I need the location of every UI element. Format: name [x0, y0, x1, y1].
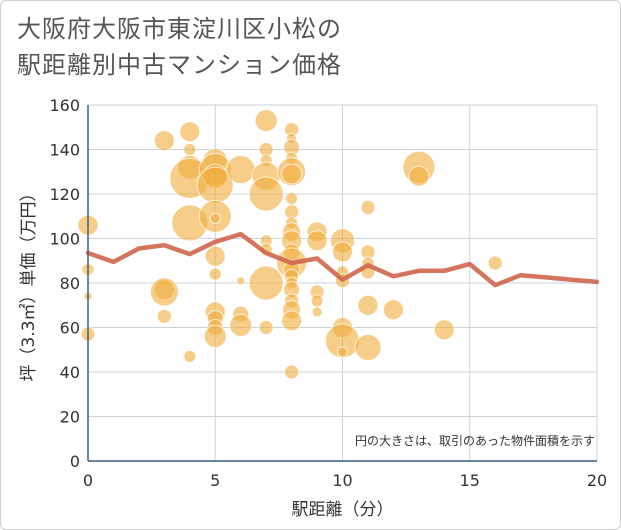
y-tick-label: 60	[60, 319, 80, 338]
y-axis-title: 坪（3.3㎡）単価（万円）	[19, 184, 39, 381]
y-tick-label: 0	[70, 452, 80, 471]
x-tick-label: 5	[210, 471, 220, 490]
bubble-point	[306, 230, 328, 252]
bubble-point	[153, 130, 175, 152]
chart-title-line-2: 駅距離別中古マンション価格	[17, 51, 342, 79]
bubble-point	[311, 306, 323, 318]
bubble-point	[357, 294, 379, 316]
bubble-point	[337, 346, 348, 358]
x-tick-label: 10	[332, 471, 352, 490]
x-axis-title: 駅距離（分）	[292, 500, 394, 520]
chart-title: 大阪府大阪市東淀川区小松の 駅距離別中古マンション価格	[17, 11, 607, 83]
bubble-point	[248, 176, 284, 212]
bubble-point	[226, 155, 256, 185]
bubble-point	[183, 143, 197, 156]
y-tick-label: 160	[49, 96, 80, 115]
bubble-series	[77, 109, 503, 380]
bubble-point	[433, 319, 455, 341]
y-tick-label: 120	[49, 185, 80, 204]
bubble-point	[183, 349, 197, 363]
bubble-point	[382, 299, 404, 321]
bubble-point	[360, 199, 376, 215]
bubble-point	[204, 245, 226, 267]
average-line-series	[85, 231, 600, 288]
bubble-point	[258, 320, 274, 335]
bubble-point	[310, 294, 324, 308]
y-tick-label: 20	[60, 408, 80, 427]
axes	[87, 105, 597, 462]
bubble-point	[149, 277, 179, 307]
y-tick-label: 100	[49, 230, 80, 249]
y-tick-label: 140	[49, 141, 80, 160]
y-tick-label: 80	[60, 274, 80, 293]
y-tick-label: 40	[60, 363, 80, 382]
bubble-point	[281, 310, 303, 332]
x-tick-label: 15	[460, 471, 480, 490]
bubble-point	[254, 109, 278, 133]
bubble-point	[203, 324, 227, 348]
average-line	[85, 231, 600, 288]
bubble-point	[281, 163, 303, 185]
bubble-point	[284, 364, 300, 380]
bubble-size-note: 円の大きさは、取引のあった物件面積を示す	[355, 433, 595, 448]
bubble-point	[179, 121, 201, 143]
bubble-point	[229, 313, 253, 337]
bubble-point	[209, 212, 221, 224]
bubble-point	[236, 276, 246, 286]
bubble-point	[354, 334, 382, 362]
bubble-point	[408, 165, 430, 187]
bubble-point	[332, 241, 353, 263]
bubble-point	[208, 267, 222, 281]
bubble-point	[487, 255, 503, 271]
bubble-point	[285, 191, 299, 205]
bubble-point	[248, 265, 284, 301]
x-tick-label: 0	[83, 471, 93, 490]
tick-labels: 0 20 40 60 80 100 120 140 160 0 5 10 15 20	[49, 96, 607, 490]
chart-title-line-1: 大阪府大阪市東淀川区小松の	[17, 15, 342, 43]
x-tick-label: 20	[587, 471, 607, 490]
bubble-point	[156, 308, 172, 324]
